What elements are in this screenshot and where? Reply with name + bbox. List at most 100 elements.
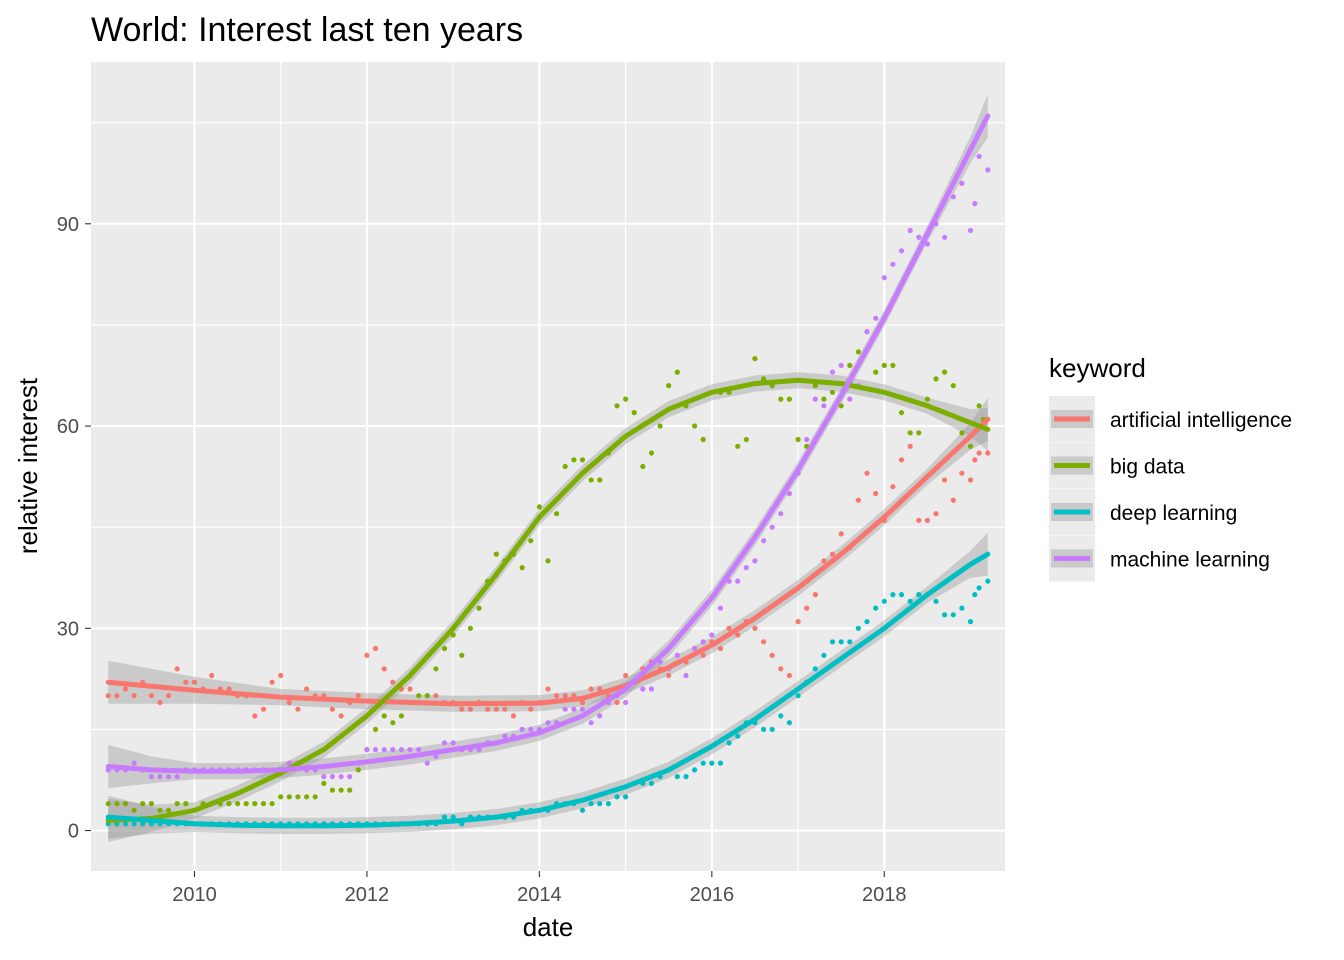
point-deep-learning <box>579 807 586 813</box>
point-big-data <box>260 801 267 807</box>
point-machine-learning <box>364 747 370 753</box>
point-big-data <box>873 369 879 375</box>
point-big-data <box>648 450 655 456</box>
point-machine-learning <box>873 315 879 321</box>
point-artificial-intelligence <box>924 517 931 524</box>
point-machine-learning <box>821 403 827 409</box>
point-artificial-intelligence <box>864 470 870 476</box>
point-machine-learning <box>967 227 974 234</box>
point-machine-learning <box>717 605 724 611</box>
point-big-data <box>226 801 232 807</box>
point-big-data <box>933 376 939 382</box>
point-big-data <box>692 423 698 429</box>
point-machine-learning <box>571 706 577 712</box>
point-artificial-intelligence <box>381 666 387 672</box>
point-big-data <box>631 410 637 416</box>
point-artificial-intelligence <box>485 706 491 712</box>
x-tick-label: 2014 <box>517 884 562 906</box>
legend-key-point <box>1069 509 1075 515</box>
point-machine-learning <box>372 747 379 753</box>
point-artificial-intelligence <box>967 477 974 483</box>
legend-label-deep-learning: deep learning <box>1110 502 1237 525</box>
y-tick-label: 30 <box>57 618 79 640</box>
point-artificial-intelligence <box>579 699 586 706</box>
point-artificial-intelligence <box>838 531 844 537</box>
point-big-data <box>519 565 525 571</box>
x-axis: 2010 2012 2014 2016 2018 <box>172 871 907 906</box>
point-machine-learning <box>166 774 172 780</box>
point-big-data <box>821 396 827 402</box>
point-artificial-intelligence <box>717 645 724 652</box>
point-artificial-intelligence <box>407 686 413 692</box>
point-deep-learning <box>950 612 956 618</box>
point-machine-learning <box>416 747 422 753</box>
point-big-data <box>942 369 948 375</box>
point-artificial-intelligence <box>252 713 258 719</box>
point-big-data <box>286 794 292 800</box>
point-deep-learning <box>614 794 620 800</box>
point-machine-learning <box>441 740 448 746</box>
point-machine-learning <box>390 747 396 753</box>
point-machine-learning <box>950 194 956 200</box>
point-deep-learning <box>838 639 844 645</box>
point-machine-learning <box>735 578 741 584</box>
point-big-data <box>545 558 551 564</box>
point-big-data <box>916 430 922 436</box>
point-deep-learning <box>450 814 456 820</box>
point-big-data <box>295 794 301 800</box>
chart-title: World: Interest last ten years <box>91 11 523 49</box>
point-artificial-intelligence <box>623 672 629 679</box>
point-machine-learning <box>812 396 818 402</box>
point-deep-learning <box>717 760 724 766</box>
point-big-data <box>536 504 543 510</box>
point-artificial-intelligence <box>873 490 879 497</box>
point-deep-learning <box>890 592 896 598</box>
point-big-data <box>148 801 154 807</box>
point-big-data <box>890 362 896 368</box>
legend-label-machine-learning: machine learning <box>1110 549 1270 572</box>
y-axis: 0 30 60 90 <box>57 214 91 843</box>
point-artificial-intelligence <box>390 679 396 685</box>
point-deep-learning <box>131 821 137 827</box>
point-big-data <box>493 551 499 557</box>
point-machine-learning <box>838 362 844 368</box>
plot-panel <box>91 62 1005 871</box>
point-artificial-intelligence <box>786 672 793 679</box>
point-big-data <box>778 396 784 402</box>
point-big-data <box>122 801 129 807</box>
point-artificial-intelligence <box>821 558 827 564</box>
point-big-data <box>390 720 396 726</box>
point-artificial-intelligence <box>907 443 913 449</box>
point-machine-learning <box>131 760 137 766</box>
point-big-data <box>761 376 767 382</box>
point-deep-learning <box>700 760 706 766</box>
x-axis-title: date <box>523 912 574 942</box>
point-big-data <box>183 801 189 807</box>
y-tick-label: 90 <box>57 214 79 236</box>
point-big-data <box>459 652 465 658</box>
point-artificial-intelligence <box>933 511 939 517</box>
point-big-data <box>347 787 353 793</box>
point-deep-learning <box>726 740 732 746</box>
point-artificial-intelligence <box>459 706 465 712</box>
point-machine-learning <box>907 227 913 234</box>
point-artificial-intelligence <box>174 666 180 672</box>
point-deep-learning <box>623 794 629 800</box>
point-machine-learning <box>752 558 758 564</box>
point-artificial-intelligence <box>183 679 189 685</box>
point-machine-learning <box>743 565 749 571</box>
point-machine-learning <box>321 774 327 780</box>
point-big-data <box>743 436 749 443</box>
point-artificial-intelligence <box>278 672 284 679</box>
point-artificial-intelligence <box>959 470 965 476</box>
point-artificial-intelligence <box>209 672 215 679</box>
x-tick-label: 2012 <box>345 884 390 906</box>
point-artificial-intelligence <box>355 693 361 699</box>
legend: keyword artificial intelligence big data d… <box>1049 353 1292 582</box>
legend-key-point <box>1069 462 1075 469</box>
y-tick-label: 0 <box>68 821 79 843</box>
point-deep-learning <box>648 780 655 787</box>
point-big-data <box>355 767 361 773</box>
point-deep-learning <box>778 713 784 719</box>
point-machine-learning <box>381 747 387 753</box>
